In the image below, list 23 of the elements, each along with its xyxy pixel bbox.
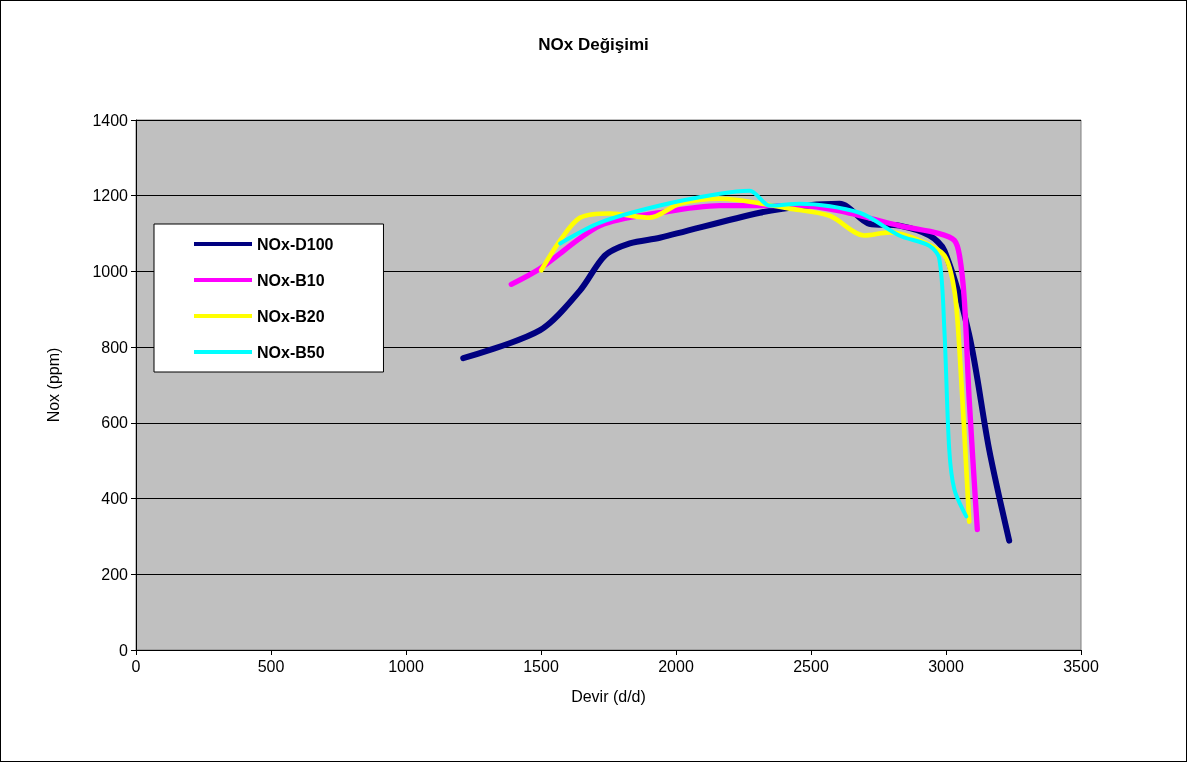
y-tick-label: 0 (119, 641, 129, 659)
legend-label: NOx-B20 (257, 307, 325, 325)
x-tick-label: 500 (257, 657, 285, 675)
x-tick-label: 2500 (793, 657, 829, 675)
y-tick-label: 1200 (92, 187, 129, 205)
x-tick-label: 2000 (658, 657, 694, 675)
x-tick-label: 3000 (928, 657, 964, 675)
x-axis-title: Devir (d/d) (571, 687, 646, 705)
legend-label: NOx-D100 (257, 235, 334, 253)
x-tick-label: 1000 (388, 657, 424, 675)
y-tick-label: 800 (101, 338, 129, 356)
y-tick-label: 200 (101, 565, 129, 583)
y-tick-label: 1000 (92, 262, 129, 280)
legend-label: NOx-B50 (257, 343, 325, 361)
y-tick-label: 600 (101, 414, 129, 432)
chart-title: NOx Değişimi (538, 35, 649, 54)
x-tick-label: 1500 (523, 657, 559, 675)
y-tick-label: 1400 (92, 111, 129, 129)
y-tick-label: 400 (101, 490, 129, 508)
x-tick-label: 3500 (1063, 657, 1099, 675)
y-axis-title: Nox (ppm) (44, 347, 62, 423)
x-tick-label: 0 (131, 657, 141, 675)
legend-label: NOx-B10 (257, 271, 325, 289)
